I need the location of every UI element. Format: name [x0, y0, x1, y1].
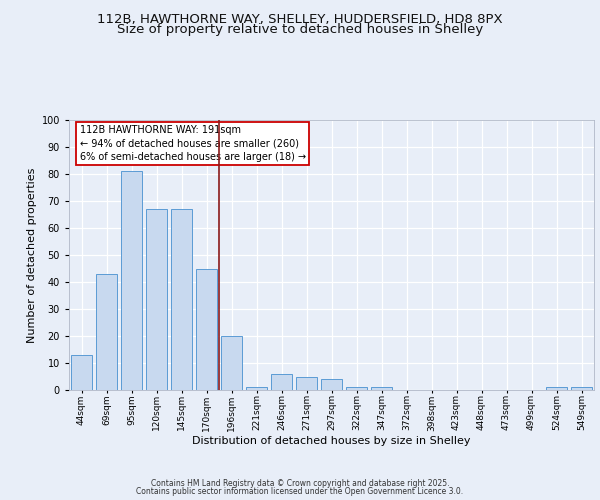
X-axis label: Distribution of detached houses by size in Shelley: Distribution of detached houses by size …: [192, 436, 471, 446]
Bar: [121, 172, 142, 390]
Bar: [346, 388, 367, 390]
Bar: [96, 274, 117, 390]
Bar: [221, 336, 242, 390]
Bar: [171, 209, 192, 390]
Bar: [371, 388, 392, 390]
Bar: [296, 376, 317, 390]
Bar: [546, 388, 567, 390]
Text: 112B, HAWTHORNE WAY, SHELLEY, HUDDERSFIELD, HD8 8PX: 112B, HAWTHORNE WAY, SHELLEY, HUDDERSFIE…: [97, 12, 503, 26]
Bar: [271, 374, 292, 390]
Text: Contains public sector information licensed under the Open Government Licence 3.: Contains public sector information licen…: [136, 487, 464, 496]
Bar: [321, 379, 342, 390]
Text: 112B HAWTHORNE WAY: 191sqm
← 94% of detached houses are smaller (260)
6% of semi: 112B HAWTHORNE WAY: 191sqm ← 94% of deta…: [79, 126, 305, 162]
Text: Contains HM Land Registry data © Crown copyright and database right 2025.: Contains HM Land Registry data © Crown c…: [151, 478, 449, 488]
Bar: [71, 355, 92, 390]
Bar: [246, 388, 267, 390]
Bar: [196, 268, 217, 390]
Bar: [146, 209, 167, 390]
Y-axis label: Number of detached properties: Number of detached properties: [28, 168, 37, 342]
Bar: [571, 388, 592, 390]
Text: Size of property relative to detached houses in Shelley: Size of property relative to detached ho…: [117, 24, 483, 36]
